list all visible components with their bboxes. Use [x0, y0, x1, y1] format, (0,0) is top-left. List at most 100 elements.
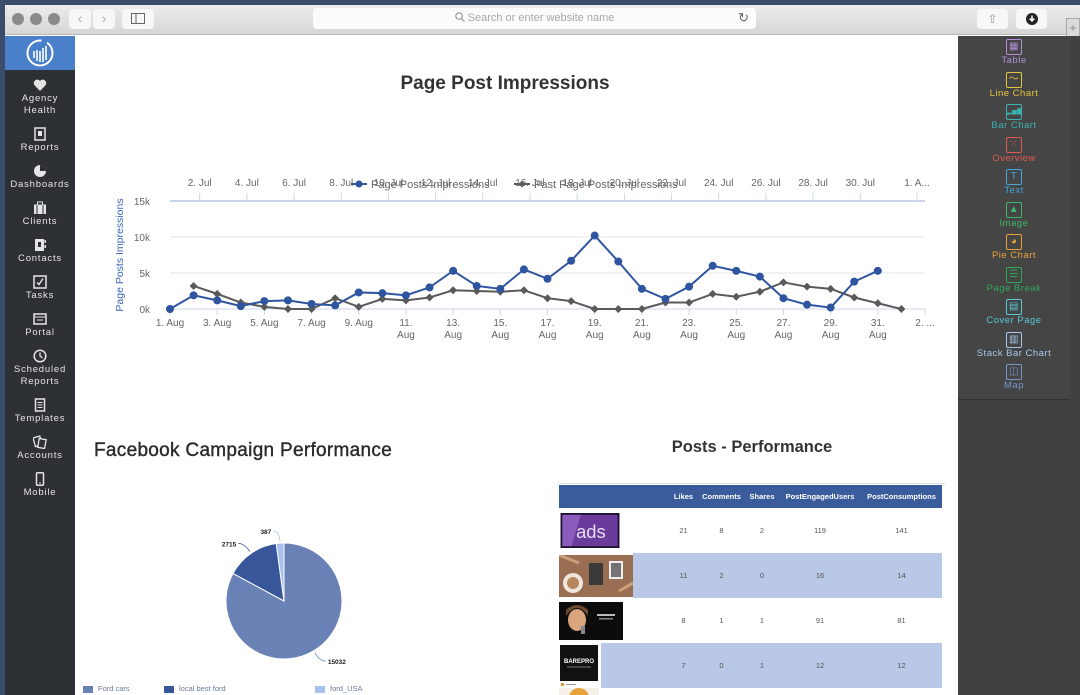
data-point[interactable] [519, 286, 528, 295]
data-point[interactable] [637, 284, 646, 293]
data-point[interactable] [755, 287, 764, 296]
share-button[interactable]: ⇧ [977, 9, 1008, 29]
legend-item[interactable]: Past Page Posts Impressions [514, 179, 678, 191]
data-point[interactable] [378, 289, 387, 298]
data-point[interactable] [472, 281, 481, 290]
widget-image[interactable]: ▲ Image [958, 199, 1070, 232]
app-logo[interactable] [5, 36, 75, 70]
data-point[interactable] [213, 296, 222, 305]
data-point[interactable] [331, 294, 340, 303]
data-point[interactable] [614, 305, 623, 313]
sidebar-item-tasks[interactable]: Tasks [5, 275, 75, 302]
column-header-shares[interactable]: Shares [745, 485, 779, 508]
post-thumbnail-ads[interactable]: ads [559, 513, 621, 548]
data-point[interactable] [307, 299, 316, 308]
data-point[interactable] [449, 286, 458, 295]
sidebar-item-dashboards[interactable]: Dashboards [5, 164, 75, 191]
widget-bar-chart[interactable]: ▂▅▇ Bar Chart [958, 101, 1070, 134]
data-point[interactable] [590, 305, 599, 313]
data-point[interactable] [779, 294, 788, 303]
table-row[interactable]: 11 2 0 16 14 [559, 553, 942, 598]
table-row[interactable]: BAREPRO 7 0 1 12 12 [559, 643, 942, 688]
table-row[interactable] [559, 688, 942, 695]
widget-stack-bar-chart[interactable]: ▥ Stack Bar Chart [958, 329, 1070, 362]
data-point[interactable] [260, 302, 269, 311]
post-thumbnail-partial[interactable] [559, 688, 599, 695]
data-point[interactable] [496, 284, 505, 293]
data-point[interactable] [826, 284, 835, 293]
close-window-button[interactable] [12, 13, 24, 25]
data-point[interactable] [189, 291, 198, 300]
sidebar-toggle-button[interactable] [122, 9, 154, 29]
forward-button[interactable]: › [93, 9, 115, 29]
post-thumbnail-portrait[interactable] [559, 601, 623, 640]
column-header-consumptions[interactable]: PostConsumptions [861, 485, 942, 508]
post-thumbnail-coffee[interactable] [559, 554, 633, 597]
data-point[interactable] [283, 296, 292, 305]
address-bar[interactable]: Search or enter website name ↻ [313, 8, 756, 29]
data-point[interactable] [354, 288, 363, 297]
data-point[interactable] [401, 291, 410, 300]
table-row[interactable]: ads 21 8 2 119 141 [559, 508, 942, 553]
column-header-likes[interactable]: Likes [669, 485, 698, 508]
data-point[interactable] [166, 305, 174, 313]
sidebar-item-scheduled-reports[interactable]: Scheduled Reports [5, 349, 75, 388]
reload-icon[interactable]: ↻ [738, 10, 749, 25]
column-header-comments[interactable]: Comments [698, 485, 745, 508]
new-tab-button[interactable]: + [1066, 18, 1080, 38]
data-point[interactable] [897, 305, 906, 313]
data-point[interactable] [354, 302, 363, 311]
data-point[interactable] [425, 283, 434, 292]
data-point[interactable] [732, 292, 741, 301]
data-point[interactable] [614, 257, 623, 266]
data-point[interactable] [755, 272, 764, 281]
widget-pie-chart[interactable]: ◕ Pie Chart [958, 231, 1070, 264]
sidebar-item-contacts[interactable]: Contacts [5, 238, 75, 265]
data-point[interactable] [378, 294, 387, 303]
pie-slice[interactable] [232, 542, 285, 602]
data-point[interactable] [708, 289, 717, 298]
data-point[interactable] [803, 300, 812, 309]
widget-cover-page[interactable]: ▤ Cover Page [958, 296, 1070, 329]
data-point[interactable] [803, 282, 812, 291]
widget-text[interactable]: T Text [958, 166, 1070, 199]
back-button[interactable]: ‹ [69, 9, 91, 29]
data-point[interactable] [637, 305, 646, 313]
data-point[interactable] [850, 277, 859, 286]
data-point[interactable] [708, 261, 717, 270]
data-point[interactable] [425, 293, 434, 302]
sidebar-item-portal[interactable]: Portal [5, 312, 75, 339]
data-point[interactable] [732, 266, 741, 275]
widget-overview[interactable]: ⁙ Overview [958, 134, 1070, 167]
sidebar-item-agency-health[interactable]: Agency Health [5, 78, 75, 117]
column-header-engaged-users[interactable]: PostEngagedUsers [779, 485, 861, 508]
data-point[interactable] [873, 266, 882, 275]
minimize-window-button[interactable] [30, 13, 42, 25]
data-point[interactable] [543, 294, 552, 303]
data-point[interactable] [213, 289, 222, 298]
downloads-button[interactable] [1016, 9, 1047, 29]
widget-table[interactable]: ▦ Table [958, 36, 1070, 69]
data-point[interactable] [236, 302, 245, 311]
data-point[interactable] [826, 303, 835, 312]
post-thumbnail-barepro[interactable]: BAREPRO [559, 643, 601, 688]
data-point[interactable] [873, 299, 882, 308]
data-point[interactable] [661, 294, 670, 303]
data-point[interactable] [590, 231, 599, 240]
legend-item-local-best-ford[interactable]: local best ford [164, 684, 226, 693]
legend-item-ford-usa[interactable]: ford_USA [315, 684, 363, 693]
data-point[interactable] [567, 297, 576, 306]
sidebar-item-accounts[interactable]: Accounts [5, 435, 75, 462]
legend-item[interactable]: Page Posts Impressions [351, 179, 490, 191]
data-point[interactable] [543, 274, 552, 283]
data-point[interactable] [189, 281, 198, 290]
data-point[interactable] [283, 305, 292, 313]
data-point[interactable] [850, 293, 859, 302]
data-point[interactable] [260, 297, 269, 306]
data-point[interactable] [331, 301, 340, 310]
data-point[interactable] [685, 298, 694, 307]
widget-page-break[interactable]: ☰ Page Break [958, 264, 1070, 297]
data-point[interactable] [449, 266, 458, 275]
data-point[interactable] [519, 265, 528, 274]
data-point[interactable] [567, 256, 576, 265]
